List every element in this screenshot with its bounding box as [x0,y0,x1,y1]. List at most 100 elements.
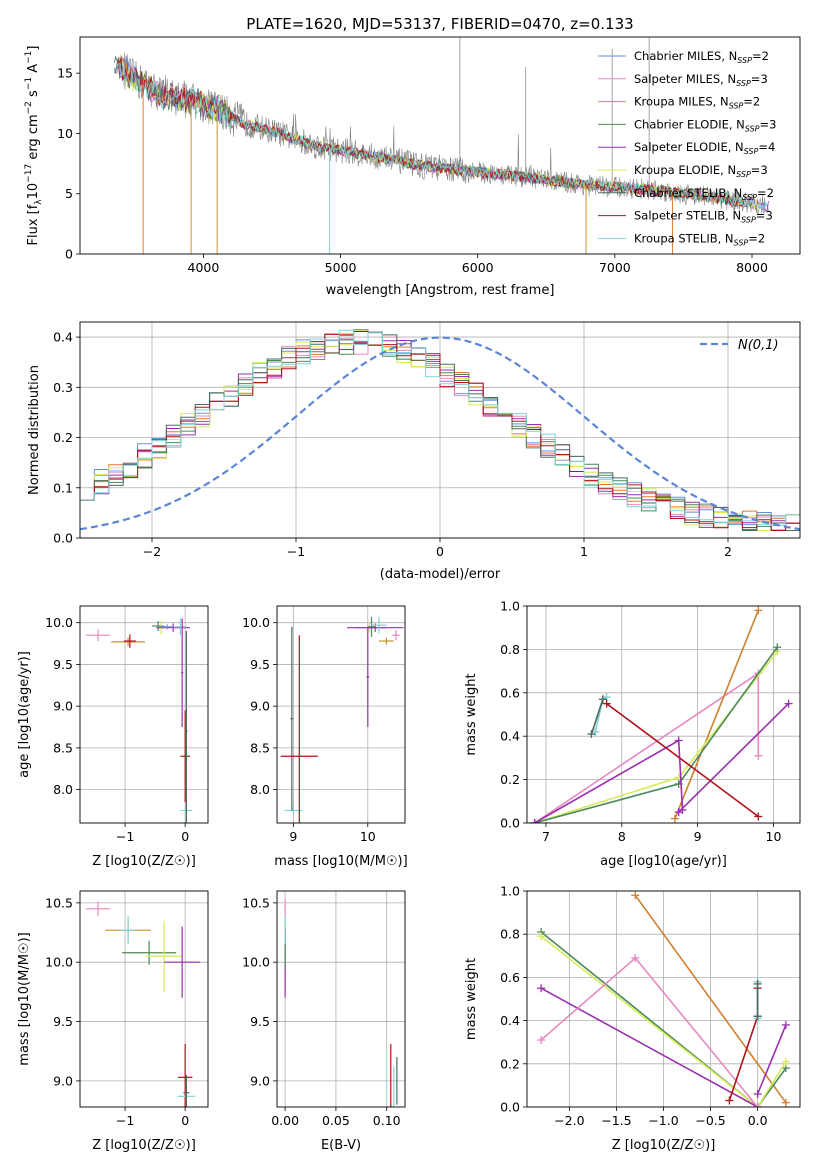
y-axis-label: mass weight [464,673,479,755]
legend-series-name: Salpeter ELODIE [634,140,728,154]
errorbar-point [183,1074,190,1107]
y-tick-label: 9.5 [53,657,73,672]
x-tick-label: 8000 [736,260,768,275]
legend-eq: = [751,163,761,177]
weight-marker [674,736,683,745]
x-tick-label: −1 [116,1113,134,1128]
legend-series-name: Kroupa MILES [634,95,713,109]
y-tick-label: 9.0 [250,699,270,714]
panel-age-vs-Z: −1 0 8.0 8.5 9.0 9.5 10.0 Z [log10(Z/Z☉)] age [l… [17,605,209,869]
weight-marker [753,1012,762,1021]
weight-marker [602,699,611,708]
legend-series-name: Kroupa ELODIE [634,163,720,177]
panel-mass-vs-ebv: 0.00 0.05 0.10 9.0 9.5 10.0 10.5 E(B-V) [242,890,406,1153]
y-tick-label: 0.8 [500,927,520,942]
x-tick-label: 0.05 [322,1113,350,1128]
y-tick-label: 0.4 [53,330,73,345]
legend-series-name: Kroupa STELIB [634,231,718,245]
legend-series-name: Chabrier MILES [634,49,721,63]
plot-area-residuals [80,329,800,531]
y-tick-label: 10 [57,126,73,141]
y-tick-label: 9.5 [250,1014,270,1029]
y-tick-label: 0.1 [53,480,73,495]
x-tick-label: 7 [542,829,550,844]
y-tick-label: 15 [57,66,73,81]
errorbar-point [177,1044,193,1107]
x-tick-label: 8 [618,829,626,844]
weight-marker [753,1090,762,1099]
weight-line-8 [606,702,759,818]
y-axis-label-part: s [26,90,41,101]
weight-marker [753,979,762,988]
x-tick-label: 5000 [325,260,357,275]
legend-entry-2: Kroupa MILES, NSSP=2 [634,95,760,111]
legend-n: , N [721,49,737,63]
y-tick-label: 0.8 [500,642,520,657]
weight-marker [754,606,763,615]
y-axis-label-part: −1 [24,77,34,90]
residual-hist-8 [80,329,800,526]
x-tick-label: 2 [724,544,732,559]
legend-nssp: 3 [765,209,772,223]
y-tick-label: 9.0 [250,1073,270,1088]
errorbar-point [111,637,145,647]
legend-eq: = [757,186,767,200]
y-tick-label: 0.0 [500,1100,520,1115]
errorbar-point [164,926,201,998]
errorbar-point [392,630,400,641]
legend-eq: = [760,117,770,131]
plot-area-age-vs-mass [280,616,404,823]
weight-line-2 [540,935,787,1107]
errorbar-point [86,629,111,642]
x-tick-label: −1 [116,829,134,844]
panel-mass-vs-Z: −1 0 9.0 9.5 10.0 10.5 Z [log10(Z/Z☉)] mass [lo… [17,890,209,1153]
weight-line-4 [756,1024,787,1095]
x-tick-label: 7000 [599,260,631,275]
spectrum-model-8 [119,60,769,210]
legend-eq: = [752,49,762,63]
y-tick-label: 0.4 [500,1013,520,1028]
weight-marker [781,1098,790,1107]
legend-entry-8: Kroupa STELIB, NSSP=2 [634,231,765,247]
axes-frame [79,890,209,1108]
legend-series-name: Chabrier STELIB [634,186,726,200]
y-axis-label: Normed distribution [27,365,42,495]
legend-sub: SSP [729,102,744,111]
legend-series-name: Salpeter STELIB [634,209,725,223]
weight-marker [754,751,763,760]
x-tick-label: 0.00 [271,1113,299,1128]
y-axis-label-part: erg cm [26,114,41,163]
errorbar-point [378,637,394,645]
y-tick-label: 8.5 [250,740,270,755]
weight-line-3 [540,987,758,1107]
weight-line-0 [634,894,787,1104]
weight-marker [753,1103,762,1107]
panel-age-vs-mass: 9 10 8.0 8.5 9.0 9.5 10.0 mass [log10(M/M☉)] [242,605,408,869]
legend-sub: SSP [742,193,757,202]
y-tick-label: 1.0 [500,599,520,614]
panel-residuals: −2 −1 0 1 2 0.0 0.1 0.2 0.3 0.4 N(0,1) (data-model)… [27,321,801,582]
errorbar-point [180,618,184,728]
x-axis-label: age [log10(age/yr)] [600,854,727,869]
legend-entry-normal: N(0,1) [738,338,779,353]
x-tick-label: 9 [694,829,702,844]
y-tick-label: 0.6 [500,970,520,985]
axes-frame [276,605,406,824]
legend-eq: = [756,209,766,223]
x-tick-label: 0.10 [373,1113,401,1128]
legend-n: , N [720,72,736,86]
x-axis-label: mass [log10(M/M☉)] [274,854,407,869]
x-axis-label: E(B-V) [321,1138,361,1153]
weight-line-1 [540,931,787,1107]
x-tick-label: −1.5 [601,1113,631,1128]
legend-eq: = [748,231,758,245]
panel-spectrum: 4000 5000 6000 7000 8000 0 5 10 15 wavelength [An… [24,36,801,298]
errorbar-point [367,616,376,637]
axes-frame [79,36,801,255]
legend-nssp: 2 [753,95,760,109]
x-axis-label: wavelength [Angstrom, rest frame] [326,283,555,298]
errorbar-point [185,631,188,823]
weight-marker [537,932,546,941]
y-axis-label-part: ] [26,46,41,51]
